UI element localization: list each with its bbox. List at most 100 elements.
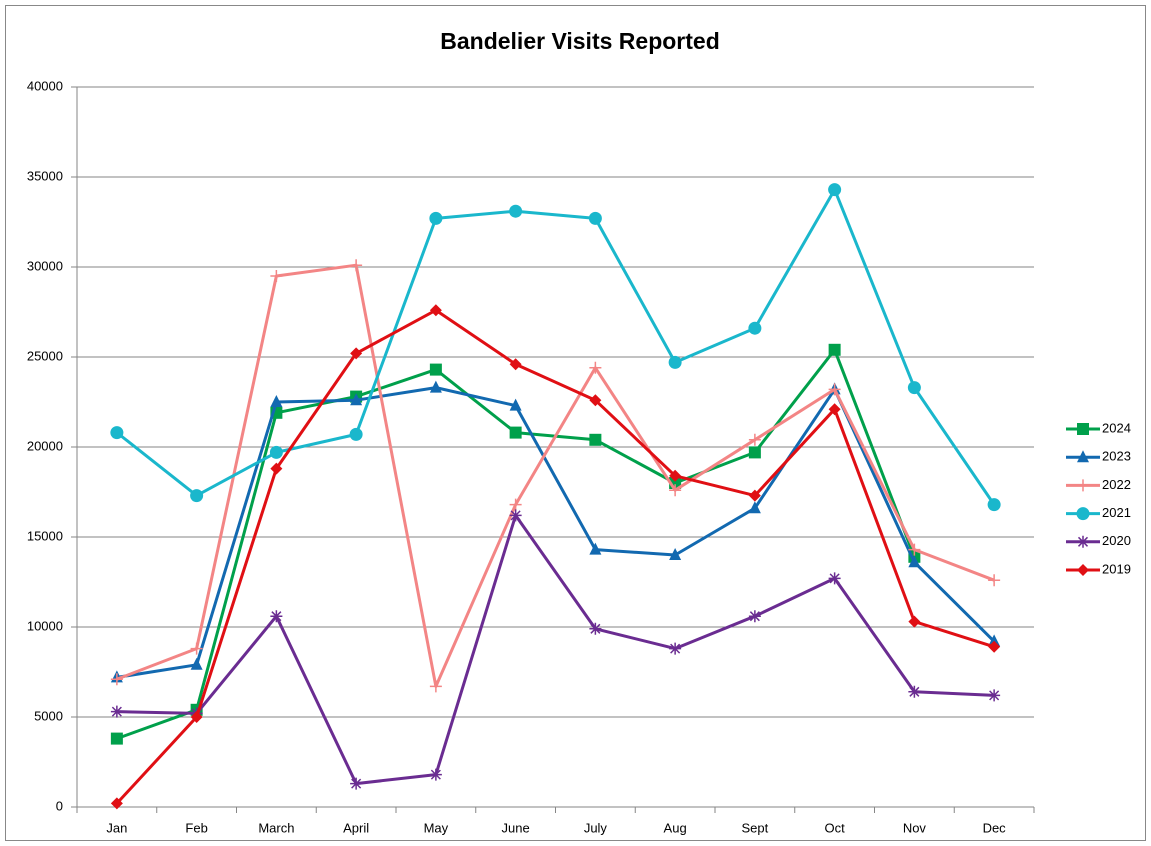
- marker: [748, 489, 761, 502]
- marker: [669, 642, 682, 655]
- marker: [190, 657, 203, 670]
- marker: [589, 394, 602, 407]
- y-tick-label: 30000: [27, 258, 63, 273]
- y-tick-label: 35000: [27, 168, 63, 183]
- marker: [669, 548, 682, 560]
- y-tick-label: 10000: [27, 618, 63, 633]
- marker: [908, 555, 921, 568]
- marker: [429, 304, 442, 317]
- x-tick-label: June: [502, 820, 530, 835]
- legend-label: 2023: [1102, 449, 1131, 464]
- marker: [509, 358, 522, 371]
- x-tick-label: Aug: [664, 820, 687, 835]
- marker: [429, 363, 442, 376]
- y-tick-label: 15000: [27, 528, 63, 543]
- marker: [988, 634, 1001, 647]
- marker: [190, 711, 203, 723]
- marker: [110, 797, 123, 810]
- marker: [350, 347, 363, 360]
- marker: [987, 498, 1001, 512]
- marker: [589, 542, 602, 555]
- x-tick-label: Oct: [825, 820, 846, 835]
- marker: [588, 211, 602, 225]
- marker: [669, 469, 682, 482]
- series-line: [115, 308, 995, 805]
- marker: [988, 574, 1001, 587]
- marker: [748, 446, 761, 459]
- marker: [908, 685, 921, 698]
- marker: [1077, 423, 1089, 435]
- marker: [748, 501, 761, 514]
- y-tick-label: 20000: [27, 438, 63, 453]
- x-tick-label: Jan: [106, 820, 127, 835]
- marker: [110, 673, 123, 686]
- marker: [270, 610, 283, 623]
- marker: [988, 689, 1001, 702]
- marker: [269, 445, 283, 459]
- marker: [988, 640, 1001, 653]
- marker: [429, 680, 442, 693]
- legend-label: 2020: [1102, 533, 1131, 548]
- series-line: [115, 188, 996, 506]
- marker: [350, 259, 363, 272]
- x-tick-label: May: [424, 820, 449, 835]
- marker: [509, 426, 522, 439]
- marker: [270, 270, 283, 282]
- marker: [828, 343, 841, 356]
- marker: [589, 361, 602, 374]
- marker: [110, 732, 123, 745]
- y-tick-label: 0: [56, 798, 63, 813]
- marker: [1077, 535, 1089, 548]
- marker: [509, 398, 522, 411]
- marker: [589, 433, 602, 446]
- marker: [429, 211, 443, 225]
- marker: [668, 355, 682, 369]
- marker: [748, 321, 762, 335]
- legend-label: 2024: [1102, 420, 1131, 435]
- marker: [1077, 564, 1089, 576]
- marker: [509, 498, 522, 511]
- y-tick-label: 25000: [27, 348, 63, 363]
- marker: [907, 381, 921, 395]
- x-tick-label: April: [343, 820, 369, 835]
- marker: [190, 642, 203, 655]
- legend-label: 2022: [1102, 477, 1131, 492]
- marker: [350, 777, 363, 790]
- marker: [908, 615, 921, 628]
- marker: [908, 543, 921, 556]
- marker: [589, 622, 602, 635]
- x-tick-label: Feb: [185, 820, 207, 835]
- x-tick-label: Nov: [903, 820, 927, 835]
- marker: [429, 768, 442, 781]
- marker: [1077, 479, 1089, 492]
- x-tick-label: July: [584, 820, 608, 835]
- marker: [509, 204, 523, 218]
- marker: [748, 433, 761, 446]
- marker: [828, 572, 841, 585]
- marker: [1076, 507, 1090, 521]
- legend-label: 2019: [1102, 561, 1131, 576]
- series-line: [116, 513, 995, 786]
- marker: [828, 403, 841, 416]
- x-tick-label: Sept: [742, 820, 769, 835]
- marker: [509, 509, 522, 522]
- marker: [748, 610, 761, 623]
- marker: [270, 395, 283, 407]
- marker: [828, 183, 842, 197]
- marker: [349, 427, 363, 441]
- marker: [270, 462, 283, 475]
- series-line: [116, 263, 995, 688]
- marker: [1077, 450, 1089, 463]
- x-tick-label: Dec: [983, 820, 1007, 835]
- y-tick-label: 5000: [34, 708, 63, 723]
- chart-frame: [5, 5, 1146, 841]
- marker: [429, 380, 442, 393]
- marker: [110, 705, 123, 718]
- chart-title: Bandelier Visits Reported: [440, 28, 720, 54]
- x-tick-label: March: [258, 820, 294, 835]
- marker: [669, 484, 682, 497]
- marker: [110, 426, 124, 440]
- marker: [350, 393, 363, 406]
- legend-label: 2021: [1102, 505, 1131, 520]
